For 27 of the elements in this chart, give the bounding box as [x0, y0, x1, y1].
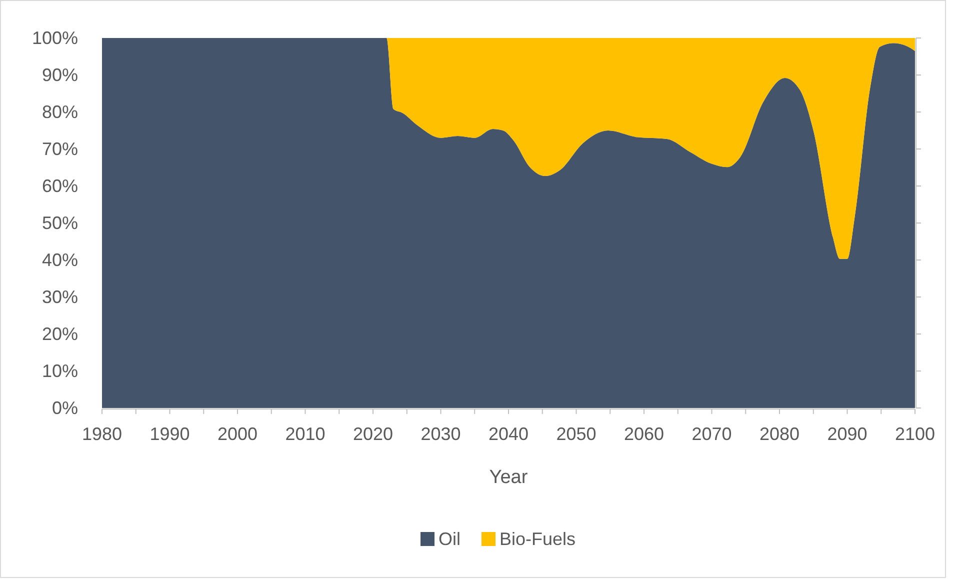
y-tick-label: 0% — [52, 398, 78, 418]
x-tick-label: 2020 — [352, 424, 394, 444]
legend-label: Oil — [438, 529, 460, 549]
x-tick-label: 1990 — [150, 424, 190, 444]
x-tick-label: 2060 — [624, 424, 664, 444]
x-tick-label: 2030 — [420, 424, 461, 444]
y-tick-label: 20% — [42, 324, 78, 344]
x-tick-label: 2010 — [285, 424, 326, 444]
x-tick-label: 2040 — [488, 424, 529, 444]
y-tick-label: 90% — [42, 65, 78, 85]
x-tick-label: 2000 — [217, 424, 258, 444]
x-tick-label: 1980 — [82, 424, 122, 444]
y-tick-label: 50% — [42, 213, 78, 233]
y-tick-label: 100% — [32, 28, 78, 48]
x-tick-label: 2090 — [827, 424, 868, 444]
x-axis-title: Year — [489, 467, 528, 488]
y-tick-label: 40% — [42, 250, 78, 270]
x-tick-label: 2070 — [692, 424, 732, 444]
y-tick-label: 70% — [42, 139, 78, 159]
y-tick-label: 80% — [42, 102, 78, 122]
legend-label: Bio-Fuels — [500, 529, 576, 549]
y-tick-label: 30% — [42, 287, 78, 307]
y-tick-label: 10% — [42, 361, 78, 381]
x-tick-label: 2100 — [894, 424, 936, 444]
y-tick-label: 60% — [42, 176, 78, 196]
x-tick-label: 2050 — [556, 424, 596, 444]
x-tick-label: 2080 — [759, 424, 800, 444]
